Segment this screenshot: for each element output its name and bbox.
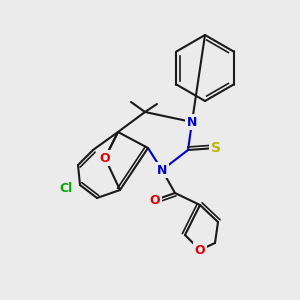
Text: Cl: Cl <box>59 182 73 196</box>
Text: N: N <box>187 116 197 128</box>
Text: N: N <box>157 164 167 176</box>
Text: O: O <box>100 152 110 164</box>
Text: S: S <box>211 141 221 155</box>
Text: O: O <box>195 244 205 256</box>
Text: O: O <box>150 194 160 206</box>
